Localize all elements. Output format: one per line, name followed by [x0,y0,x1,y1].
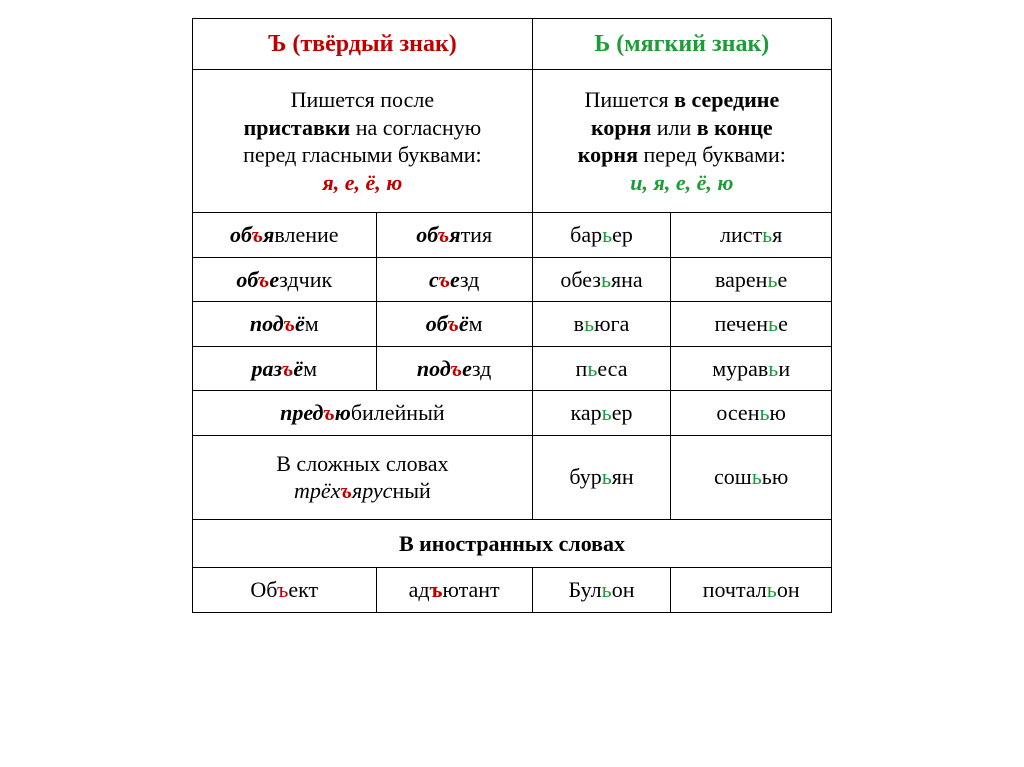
word-cell: объём [376,302,532,347]
rule-hard-l3: перед гласными буквами: [243,142,482,167]
rule-soft-l1a: Пишется [584,87,674,112]
word-cell: листья [671,213,832,258]
word-cell: почтальон [671,568,832,613]
rule-soft-l2c: в конце [697,115,773,140]
word-cell: муравьи [671,346,832,391]
rule-hard-vowels: я, е, ё, ю [322,170,402,195]
word-cell: сошьью [671,435,832,519]
word-cell: съезд [376,257,532,302]
word-cell: обезьяна [532,257,671,302]
foreign-header: В иностранных словах [193,519,832,568]
word-cell: печенье [671,302,832,347]
rule-hard-l1: Пишется после [291,87,434,112]
word-cell: объездчик [193,257,377,302]
word-cell: пьеса [532,346,671,391]
word-cell: Объект [193,568,377,613]
word-cell: осенью [671,391,832,436]
rule-hard: Пишется после приставки на согласную пер… [193,70,533,213]
word-cell: предъюбилейный [193,391,533,436]
header-soft: Ь (мягкий знак) [532,19,831,70]
compound-cell: В сложных словах трёхъярусный [193,435,533,519]
word-cell: варенье [671,257,832,302]
word-cell: барьер [532,213,671,258]
word-cell: подъезд [376,346,532,391]
rule-hard-l2b: на согласную [350,115,481,140]
word-cell: объявление [193,213,377,258]
word-cell: подъём [193,302,377,347]
word-cell: Бульон [532,568,671,613]
word-cell: карьер [532,391,671,436]
word-cell: объятия [376,213,532,258]
word-cell: вьюга [532,302,671,347]
rule-soft-l2a: корня [591,115,651,140]
rule-hard-l2a: приставки [244,115,351,140]
rule-soft-vowels: и, я, е, ё, ю [630,170,733,195]
rule-soft-l1b: в середине [674,87,779,112]
word-cell: разъём [193,346,377,391]
header-hard: Ъ (твёрдый знак) [193,19,533,70]
signs-table: Ъ (твёрдый знак) Ь (мягкий знак) Пишется… [192,18,832,613]
rule-soft-l3b: перед буквами: [638,142,786,167]
word-cell: бурьян [532,435,671,519]
word-cell: адъютант [376,568,532,613]
rule-soft-l2b: или [651,115,697,140]
rule-soft-l3a: корня [578,142,638,167]
rule-soft: Пишется в середине корня или в конце кор… [532,70,831,213]
